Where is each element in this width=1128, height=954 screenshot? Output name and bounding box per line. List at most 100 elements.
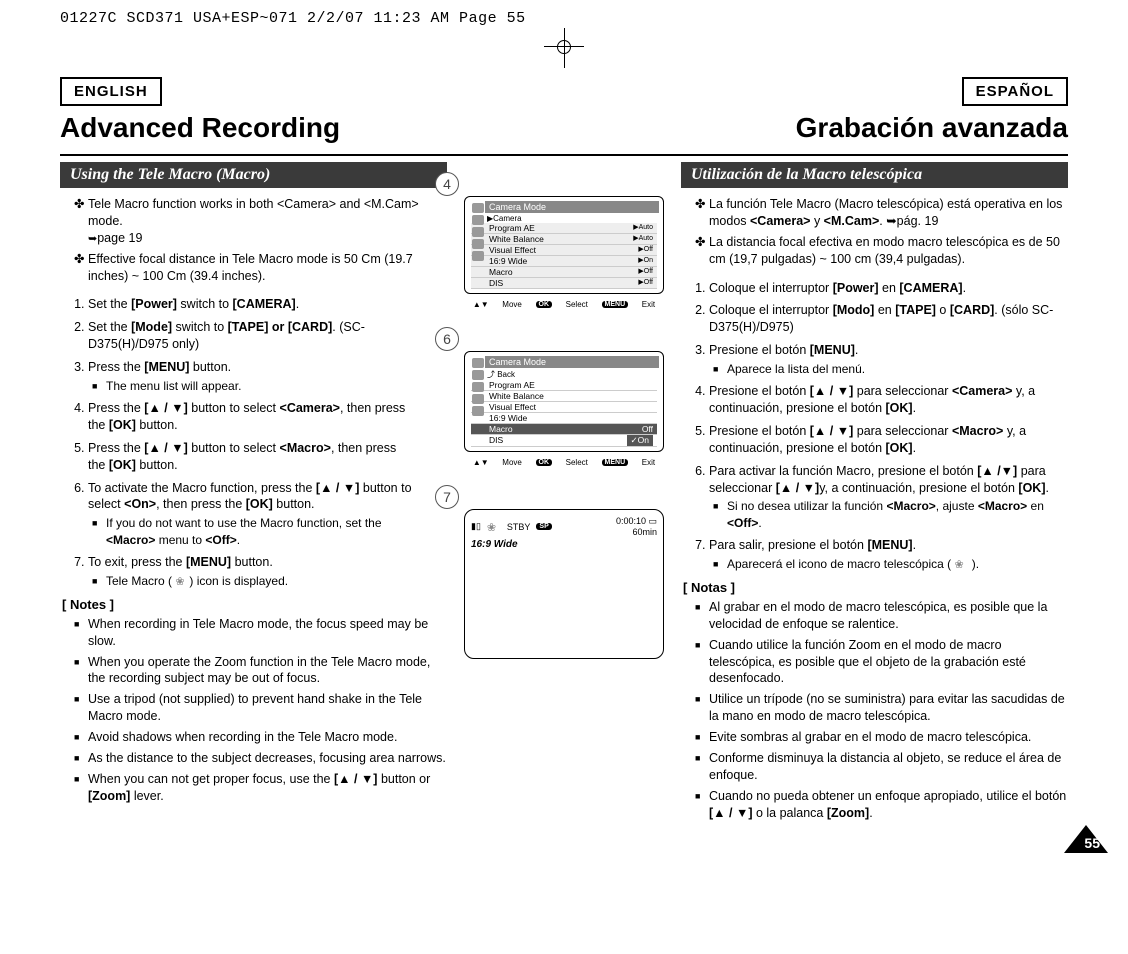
step-es-4: Presione el botón [▲ / ▼] para seleccion… bbox=[709, 383, 1068, 417]
camera-icon bbox=[472, 358, 484, 368]
note-en-1: When recording in Tele Macro mode, the f… bbox=[74, 616, 447, 650]
tape-icon bbox=[472, 394, 484, 404]
osd2-r3-l: Visual Effect bbox=[489, 402, 536, 412]
osd1-subtitle: ▶Camera bbox=[469, 214, 659, 223]
lang-spanish-label: ESPAÑOL bbox=[962, 77, 1068, 106]
step-es-7: Para salir, presione el botón [MENU]. Ap… bbox=[709, 537, 1068, 572]
osd2-select: Select bbox=[566, 458, 588, 467]
osd2-r6-l: DIS bbox=[489, 435, 503, 446]
arrow-icon bbox=[88, 231, 97, 245]
notes-es: Al grabar en el modo de macro telescópic… bbox=[681, 599, 1068, 822]
note-es-5: Conforme disminuya la distancia al objet… bbox=[695, 750, 1068, 784]
section-heading-en: Using the Tele Macro (Macro) bbox=[60, 162, 447, 188]
english-column: Using the Tele Macro (Macro) Tele Macro … bbox=[60, 162, 447, 825]
osd1-r5-r: ▶Off bbox=[638, 267, 653, 277]
step-en-3: Press the [MENU] button. The menu list w… bbox=[88, 359, 417, 394]
menu-pill: MENU bbox=[602, 301, 629, 308]
step-en-7: To exit, press the [MENU] button. Tele M… bbox=[88, 554, 417, 589]
note-es-2: Cuando utilice la función Zoom en el mod… bbox=[695, 637, 1068, 688]
bullet-en-1: Tele Macro function works in both <Camer… bbox=[74, 196, 447, 247]
step-en-5: Press the [▲ / ▼] button to select <Macr… bbox=[88, 440, 417, 474]
osd-panel-2: Camera Mode ⤴ Back Program AE White Bala… bbox=[464, 351, 664, 467]
osd2-exit: Exit bbox=[642, 458, 655, 467]
note-en-5: As the distance to the subject decreases… bbox=[74, 750, 447, 767]
bullet-es-2: La distancia focal efectiva en modo macr… bbox=[695, 234, 1068, 268]
display-preview: ▮▯ STBY SP 0:00:10 ▭ 60min 16:9 Wide bbox=[464, 509, 664, 659]
osd2-r1-l: Program AE bbox=[489, 380, 535, 390]
osd1-r1-l: Program AE bbox=[489, 223, 535, 233]
ok-pill: OK bbox=[536, 301, 553, 308]
flower-icon bbox=[487, 521, 501, 533]
step-badge-7: 7 bbox=[435, 485, 459, 509]
step-en-4: Press the [▲ / ▼] button to select <Came… bbox=[88, 400, 417, 434]
remaining-label: 60min bbox=[632, 527, 657, 537]
osd2-title: Camera Mode bbox=[485, 356, 659, 368]
note-es-1: Al grabar en el modo de macro telescópic… bbox=[695, 599, 1068, 633]
note-en-6: When you can not get proper focus, use t… bbox=[74, 771, 447, 805]
intro-bullets-es: La función Tele Macro (Macro telescópica… bbox=[681, 196, 1068, 268]
title-english: Advanced Recording bbox=[60, 112, 340, 144]
osd1-r2-r: ▶Auto bbox=[633, 234, 653, 244]
osd1-r4-l: 16:9 Wide bbox=[489, 256, 527, 266]
tape-small-icon: ▭ bbox=[648, 516, 657, 526]
step-en-2: Set the [Mode] switch to [TAPE] or [CARD… bbox=[88, 319, 417, 353]
face-icon bbox=[472, 215, 484, 225]
osd1-exit: Exit bbox=[642, 300, 655, 309]
steps-en: Set the [Power] switch to [CAMERA]. Set … bbox=[60, 296, 447, 588]
face-icon bbox=[472, 370, 484, 380]
step-en-3a: The menu list will appear. bbox=[92, 378, 417, 394]
page-number: 55 bbox=[1084, 835, 1100, 851]
lang-english-label: ENGLISH bbox=[60, 77, 162, 106]
osd2-subtitle: ⤴ Back bbox=[469, 369, 659, 380]
title-spanish: Grabación avanzada bbox=[796, 112, 1068, 144]
osd-panel-1: Camera Mode ▶Camera Program AE▶Auto Whit… bbox=[464, 196, 664, 309]
osd1-r6-r: ▶Off bbox=[638, 278, 653, 288]
step-en-7a: Tele Macro ( ) icon is displayed. bbox=[92, 573, 417, 589]
osd1-move: Move bbox=[502, 300, 522, 309]
note-es-6: Cuando no pueda obtener un enfoque aprop… bbox=[695, 788, 1068, 822]
osd1-r3-l: Visual Effect bbox=[489, 245, 536, 255]
step-es-6a: Si no desea utilizar la función <Macro>,… bbox=[713, 498, 1068, 530]
gear-icon bbox=[472, 406, 484, 416]
gear-icon bbox=[472, 251, 484, 261]
crop-circle-icon bbox=[557, 40, 571, 54]
step-es-3: Presione el botón [MENU]. Aparece la lis… bbox=[709, 342, 1068, 377]
osd2-r4-l: 16:9 Wide bbox=[489, 413, 527, 423]
step-en-6: To activate the Macro function, press th… bbox=[88, 480, 417, 548]
sp-label: SP bbox=[536, 523, 551, 530]
step-es-5: Presione el botón [▲ / ▼] para seleccion… bbox=[709, 423, 1068, 457]
osd2-move: Move bbox=[502, 458, 522, 467]
step-en-6a: If you do not want to use the Macro func… bbox=[92, 515, 417, 547]
tape-icon bbox=[472, 239, 484, 249]
note-en-3: Use a tripod (not supplied) to prevent h… bbox=[74, 691, 447, 725]
title-row: Advanced Recording Grabación avanzada bbox=[60, 112, 1068, 144]
osd2-r2-l: White Balance bbox=[489, 391, 544, 401]
osd1-select: Select bbox=[566, 300, 588, 309]
osd1-title: Camera Mode bbox=[485, 201, 659, 213]
person-icon bbox=[472, 382, 484, 392]
content-columns: Using the Tele Macro (Macro) Tele Macro … bbox=[60, 162, 1068, 825]
note-es-3: Utilice un trípode (no se suministra) pa… bbox=[695, 691, 1068, 725]
menu-pill: MENU bbox=[602, 459, 629, 466]
step-es-1: Coloque el interruptor [Power] en [CAMER… bbox=[709, 280, 1068, 297]
osd1-r5-l: Macro bbox=[489, 267, 513, 277]
intro-bullets-en: Tele Macro function works in both <Camer… bbox=[60, 196, 447, 284]
osd2-r6-r: ✓On bbox=[627, 435, 653, 446]
section-heading-es: Utilización de la Macro telescópica bbox=[681, 162, 1068, 188]
updown-icon: ▲▼ bbox=[473, 300, 489, 309]
battery-icon: ▮▯ bbox=[471, 521, 481, 532]
step-en-1: Set the [Power] switch to [CAMERA]. bbox=[88, 296, 417, 313]
spanish-column: Utilización de la Macro telescópica La f… bbox=[681, 162, 1068, 825]
manual-page: 01227C SCD371 USA+ESP~071 2/2/07 11:23 A… bbox=[0, 0, 1128, 855]
stby-label: STBY bbox=[507, 522, 531, 532]
steps-es: Coloque el interruptor [Power] en [CAMER… bbox=[681, 280, 1068, 572]
language-row: ENGLISH ESPAÑOL bbox=[60, 77, 1068, 106]
step-es-2: Coloque el interruptor [Modo] en [TAPE] … bbox=[709, 302, 1068, 336]
osd1-r4-r: ▶On bbox=[638, 256, 653, 266]
notes-en: When recording in Tele Macro mode, the f… bbox=[60, 616, 447, 805]
horizontal-rule bbox=[60, 154, 1068, 156]
diagram-column: 4 Camera Mode ▶Camera Program AE▶Auto Wh… bbox=[459, 162, 669, 825]
note-es-4: Evite sombras al grabar en el modo de ma… bbox=[695, 729, 1068, 746]
step-es-6: Para activar la función Macro, presione … bbox=[709, 463, 1068, 531]
bullet-en-2: Effective focal distance in Tele Macro m… bbox=[74, 251, 447, 285]
